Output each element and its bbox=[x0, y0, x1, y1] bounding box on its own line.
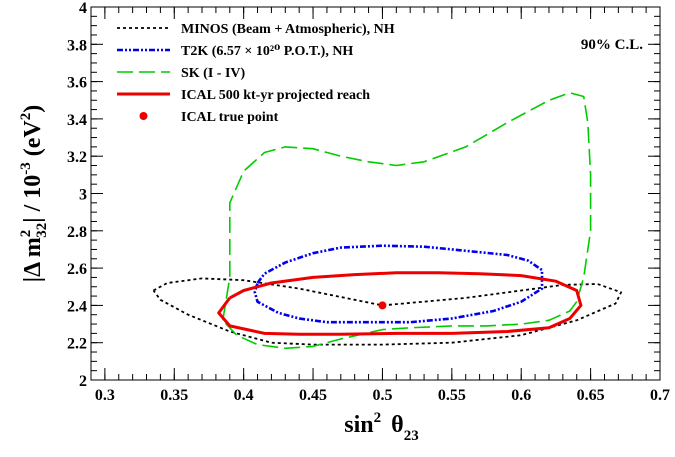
legend-label-4: ICAL true point bbox=[181, 110, 279, 125]
y-tick-label: 3 bbox=[79, 187, 87, 204]
x-tick-label: 0.55 bbox=[438, 387, 466, 404]
x-tick-label: 0.45 bbox=[299, 387, 327, 404]
y-tick-label: 2.6 bbox=[67, 261, 87, 278]
x-tick-label: 0.5 bbox=[372, 387, 392, 404]
plot-frame bbox=[90, 6, 661, 381]
x-tick-label: 0.4 bbox=[234, 387, 254, 404]
x-tick-label: 0.6 bbox=[511, 387, 531, 404]
y-tick-label: 2 bbox=[79, 373, 87, 390]
legend-label-2: SK (I - IV) bbox=[181, 66, 246, 81]
y-tick-label: 2.8 bbox=[67, 224, 87, 241]
x-tick-label: 0.3 bbox=[95, 387, 115, 404]
y-tick-label: 3.4 bbox=[67, 112, 87, 129]
legend-label-0: MINOS (Beam + Atmospheric), NH bbox=[181, 22, 395, 37]
ical-true-point-marker bbox=[378, 301, 387, 310]
legend-marker-4 bbox=[139, 112, 148, 120]
y-tick-label: 3.8 bbox=[67, 37, 87, 54]
legend-label-3: ICAL 500 kt-yr projected reach bbox=[181, 88, 370, 103]
y-tick-label: 2.2 bbox=[67, 336, 87, 353]
y-axis-label: |Δ m232| / 10-3 (eV2) bbox=[18, 105, 50, 282]
x-tick-label: 0.65 bbox=[577, 387, 605, 404]
y-tick-label: 3.6 bbox=[67, 75, 87, 92]
y-tick-label: 4 bbox=[79, 0, 87, 17]
y-tick-label: 2.4 bbox=[67, 298, 87, 315]
cl-annotation: 90% C.L. bbox=[581, 37, 643, 53]
series-contour-3 bbox=[217, 271, 583, 336]
legend-label-1: T2K (6.57 × 10²⁰ P.O.T.), NH bbox=[181, 44, 353, 59]
x-tick-label: 0.35 bbox=[160, 387, 188, 404]
x-tick-label: 0.7 bbox=[650, 387, 670, 404]
y-tick-label: 3.2 bbox=[67, 149, 87, 166]
